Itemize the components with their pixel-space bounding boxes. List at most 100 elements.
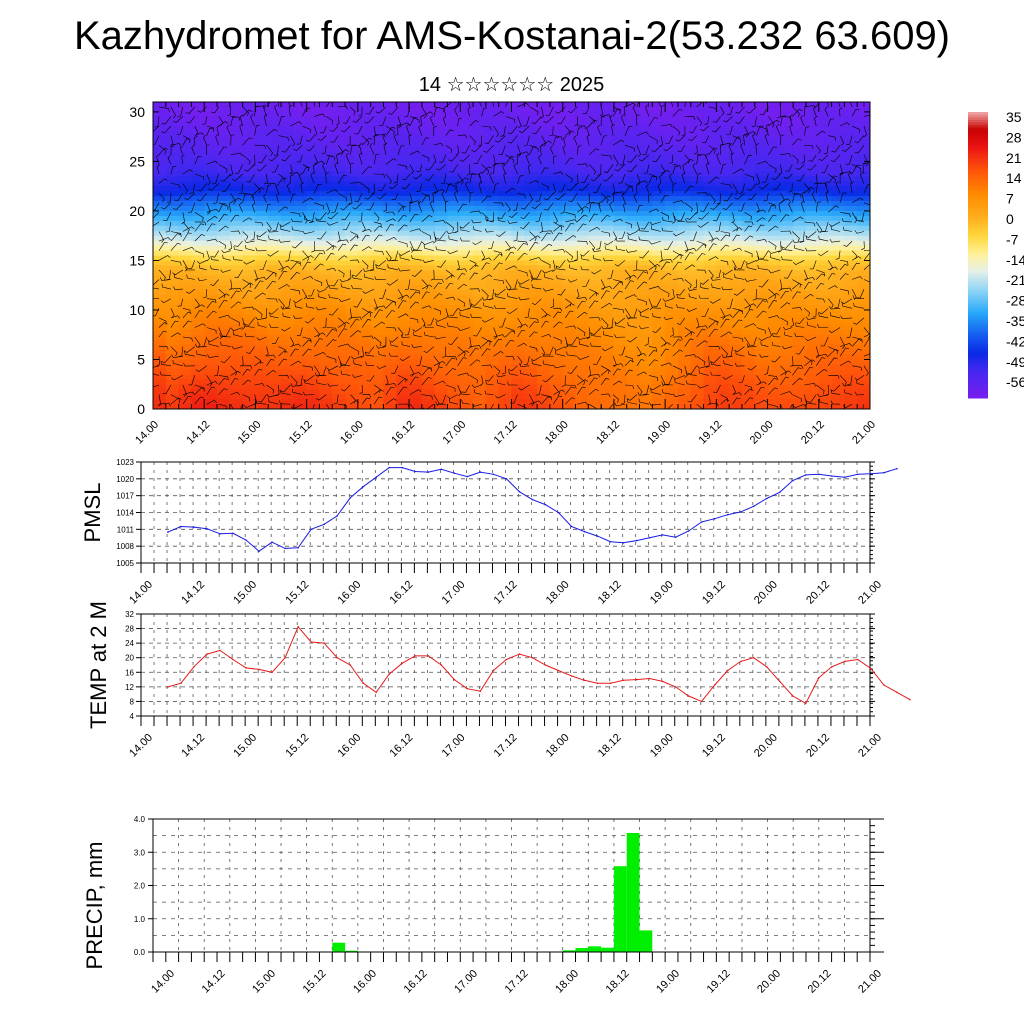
wind-barb [519, 283, 530, 290]
wind-barb [275, 183, 280, 194]
heatmap-cell [153, 126, 167, 133]
heatmap-cell [178, 176, 193, 182]
wind-barb [289, 164, 293, 175]
heatmap-cell [178, 295, 193, 301]
heatmap-cell [473, 201, 487, 207]
heatmap-cell [805, 290, 820, 296]
heatmap-cell [537, 319, 551, 326]
heatmap-cell [716, 136, 730, 143]
heatmap-cell [434, 389, 449, 395]
heatmap-cell [626, 300, 641, 306]
heatmap-cell [626, 171, 641, 177]
wind-barb [600, 214, 611, 223]
heatmap-cell [447, 116, 461, 123]
heatmap-cell [537, 334, 551, 341]
heatmap-cell [665, 225, 679, 232]
wind-barb [612, 356, 617, 368]
heatmap-cell [165, 404, 180, 409]
wind-barb [244, 164, 255, 172]
heatmap-cell [255, 404, 269, 409]
heatmap-cell [345, 141, 359, 148]
wind-barb [239, 123, 243, 136]
heatmap-cell [409, 384, 423, 390]
wind-barb [469, 191, 474, 203]
wind-barb [349, 162, 355, 175]
wind-barb [176, 125, 184, 135]
heatmap-cell [191, 245, 205, 252]
heatmap-cell [498, 121, 513, 128]
heatmap-cell [652, 225, 666, 232]
heatmap-cell [562, 394, 577, 400]
heatmap-cell [332, 131, 346, 138]
wind-barb [188, 375, 196, 386]
heatmap-cell [306, 225, 321, 232]
heatmap-cell [613, 106, 628, 113]
heatmap-cell [677, 210, 692, 217]
heatmap-cell [857, 270, 870, 276]
heatmap-cell [537, 309, 551, 316]
heatmap-cell [409, 354, 423, 361]
wind-barb [359, 384, 364, 395]
heatmap-cell [153, 225, 167, 232]
heatmap-cell [844, 285, 858, 291]
heatmap-cell [178, 106, 193, 113]
wind-barb [350, 316, 362, 321]
heatmap-cell [191, 389, 205, 395]
heatmap-cell [524, 389, 538, 395]
heatmap-cell [165, 250, 180, 257]
wind-barb [636, 205, 643, 213]
heatmap-cell [690, 364, 705, 370]
heatmap-cell [716, 334, 730, 341]
heatmap-cell [652, 102, 666, 108]
heatmap-cell [729, 176, 743, 182]
heatmap-cell [165, 201, 180, 207]
wind-barb [693, 279, 697, 289]
heatmap-cell [754, 176, 769, 182]
heatmap-cell [485, 309, 500, 316]
heatmap-cell [293, 141, 308, 148]
heatmap-cell [447, 111, 461, 118]
heatmap-cell [434, 324, 449, 331]
heatmap-cell [217, 379, 231, 385]
heatmap-cell [626, 215, 641, 222]
wind-barb [330, 279, 339, 287]
heatmap-cell [844, 205, 858, 212]
heatmap-cell [537, 265, 551, 271]
wind-barb [281, 327, 291, 332]
wind-barb [242, 137, 253, 146]
heatmap-cell [793, 191, 807, 197]
wind-barb [481, 262, 490, 271]
wind-barb [636, 271, 647, 280]
heatmap-cell [639, 344, 653, 351]
heatmap-cell [562, 344, 577, 351]
heatmap-cell [204, 394, 218, 400]
heatmap-cell [831, 295, 845, 301]
heatmap-cell [370, 300, 385, 306]
wind-barb [518, 296, 530, 301]
heatmap-cell [537, 220, 551, 227]
heatmap-cell [665, 186, 679, 192]
heatmap-cell [268, 230, 282, 237]
wind-barb [483, 144, 494, 153]
heatmap-cell [857, 394, 870, 400]
heatmap-cell [473, 250, 487, 257]
heatmap-cell [818, 111, 833, 118]
wind-barb [291, 218, 303, 223]
wind-barb [397, 214, 407, 223]
heatmap-cell [498, 349, 513, 356]
heatmap-cell [268, 240, 282, 247]
heatmap-cell [626, 131, 641, 138]
heatmap-cell [524, 136, 538, 143]
heatmap-cell [652, 329, 666, 336]
heatmap-cell [485, 186, 500, 192]
heatmap-cell [588, 309, 602, 316]
heatmap-cell [652, 344, 666, 351]
wind-barb [520, 221, 530, 229]
heatmap-cell [421, 384, 436, 390]
wind-barb [672, 183, 677, 194]
heatmap-cell [562, 285, 577, 291]
heatmap-cell [332, 295, 346, 301]
heatmap-cell [153, 374, 167, 380]
heatmap-cell [626, 255, 641, 262]
heatmap-cell [178, 394, 193, 400]
